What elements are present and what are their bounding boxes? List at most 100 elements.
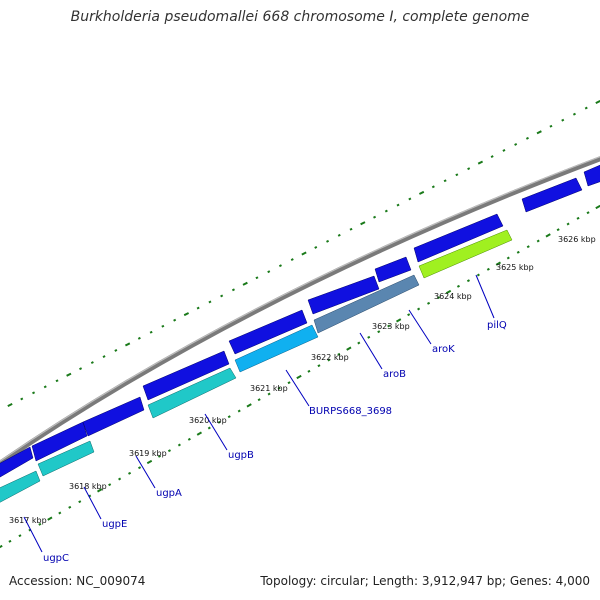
gene-label-ugpA[interactable]: ugpA (156, 488, 182, 499)
major-tick-mark (246, 403, 252, 408)
gene-arrow[interactable] (142, 350, 230, 401)
gene-label-ugpC[interactable]: ugpC (43, 553, 69, 564)
minor-tick-mark (467, 167, 471, 171)
minor-tick-mark (173, 318, 177, 322)
leader-line (285, 369, 310, 407)
minor-tick-mark (572, 112, 576, 116)
minor-tick-mark (486, 267, 490, 271)
gene-arrow[interactable] (0, 446, 34, 480)
chromosome-backbone (0, 156, 600, 467)
minor-tick-mark (337, 233, 341, 237)
gene-arrow[interactable] (313, 274, 420, 334)
major-tick-mark (7, 403, 13, 407)
minor-tick-mark (137, 336, 141, 340)
gene-label-pilQ[interactable]: pilQ (487, 320, 507, 331)
minor-tick-mark (526, 245, 530, 249)
minor-tick-mark (208, 300, 212, 304)
tick-label: 3621 kbp (250, 384, 288, 393)
leader-line (204, 413, 228, 451)
major-tick-mark (47, 516, 53, 521)
minor-tick-mark (455, 173, 459, 177)
minor-tick-mark (387, 324, 391, 328)
minor-tick-mark (108, 483, 112, 487)
gene-arrow[interactable] (234, 324, 319, 373)
minor-tick-mark (227, 415, 231, 419)
minor-tick-mark (161, 324, 165, 328)
gene-label-aroK[interactable]: aroK (432, 344, 455, 355)
minor-tick-mark (357, 341, 361, 345)
minor-tick-mark (78, 500, 82, 504)
minor-tick-mark (278, 264, 282, 268)
minor-tick-mark (443, 179, 447, 183)
minor-tick-mark (327, 358, 331, 362)
leader-line (475, 274, 495, 319)
minor-tick-mark (516, 250, 520, 254)
minor-tick-mark (237, 409, 241, 413)
gene-label-leaders (23, 274, 495, 553)
gene-label-ugpE[interactable]: ugpE (102, 519, 127, 530)
gene-label-aroB[interactable]: aroB (383, 369, 406, 380)
minor-tick-mark (584, 106, 588, 110)
minor-tick-mark (231, 288, 235, 292)
minor-tick-mark (187, 437, 191, 441)
minor-tick-mark (586, 211, 590, 215)
minor-tick-mark (476, 273, 480, 277)
minor-tick-mark (149, 330, 153, 334)
tick-label: 3623 kbp (372, 322, 410, 331)
gene-arrow[interactable] (31, 421, 88, 462)
minor-tick-mark (277, 386, 281, 390)
tick-label: 3619 kbp (129, 449, 167, 458)
minor-tick-mark (490, 155, 494, 158)
major-tick-mark (296, 374, 302, 380)
tick-labels: 3617 kbp 3618 kbp 3619 kbp 3620 kbp 3621… (9, 235, 596, 525)
minor-tick-mark (326, 239, 330, 243)
tick-label: 3617 kbp (9, 516, 47, 525)
major-tick-mark (495, 261, 502, 266)
minor-tick-mark (525, 136, 529, 140)
inner-tick-marks (0, 204, 600, 549)
gene-arrow[interactable] (307, 275, 380, 315)
minor-tick-mark (157, 454, 161, 458)
minor-tick-mark (407, 313, 411, 317)
gene-arrow[interactable] (37, 440, 95, 477)
minor-tick-mark (514, 143, 518, 146)
genome-stats-text: Topology: circular; Length: 3,912,947 bp… (260, 574, 590, 588)
major-tick-mark (595, 100, 600, 104)
major-tick-mark (477, 160, 484, 165)
minor-tick-mark (349, 227, 353, 231)
gene-arrow[interactable] (228, 309, 308, 355)
major-tick-mark (536, 130, 542, 135)
minor-tick-mark (55, 379, 59, 383)
gene-label-ugpB[interactable]: ugpB (228, 450, 254, 461)
major-tick-mark (595, 204, 600, 210)
gene-arrow[interactable] (521, 177, 583, 213)
minor-tick-mark (167, 449, 171, 453)
major-tick-mark (301, 251, 307, 256)
gene-arrow[interactable] (583, 163, 600, 187)
gene-arrow[interactable] (413, 213, 504, 263)
minor-tick-mark (267, 270, 271, 274)
minor-tick-mark (90, 361, 94, 364)
gene-arrow[interactable] (82, 396, 145, 437)
major-tick-mark (196, 431, 203, 436)
minor-tick-mark (337, 352, 341, 356)
outer-dotted-ring (7, 100, 600, 407)
major-tick-mark (395, 318, 402, 323)
minor-tick-mark (437, 296, 441, 300)
minor-tick-mark (138, 466, 142, 470)
gene-arrow[interactable] (418, 229, 513, 279)
minor-tick-mark (502, 149, 506, 152)
map-title: Burkholderia pseudomallei 668 chromosome… (70, 9, 530, 25)
minor-tick-mark (32, 391, 36, 395)
minor-tick-mark (8, 539, 12, 543)
major-tick-mark (66, 372, 72, 377)
gene-label-BURPS668_3698[interactable]: BURPS668_3698 (309, 406, 392, 417)
gene-arrow[interactable] (0, 470, 41, 505)
minor-tick-mark (367, 335, 371, 339)
minor-tick-mark (217, 420, 221, 424)
tick-label: 3618 kbp (69, 482, 107, 491)
major-tick-mark (360, 221, 366, 226)
tick-label: 3624 kbp (434, 292, 472, 301)
gene-arrow[interactable] (147, 367, 237, 419)
gene-arrow[interactable] (374, 256, 412, 283)
